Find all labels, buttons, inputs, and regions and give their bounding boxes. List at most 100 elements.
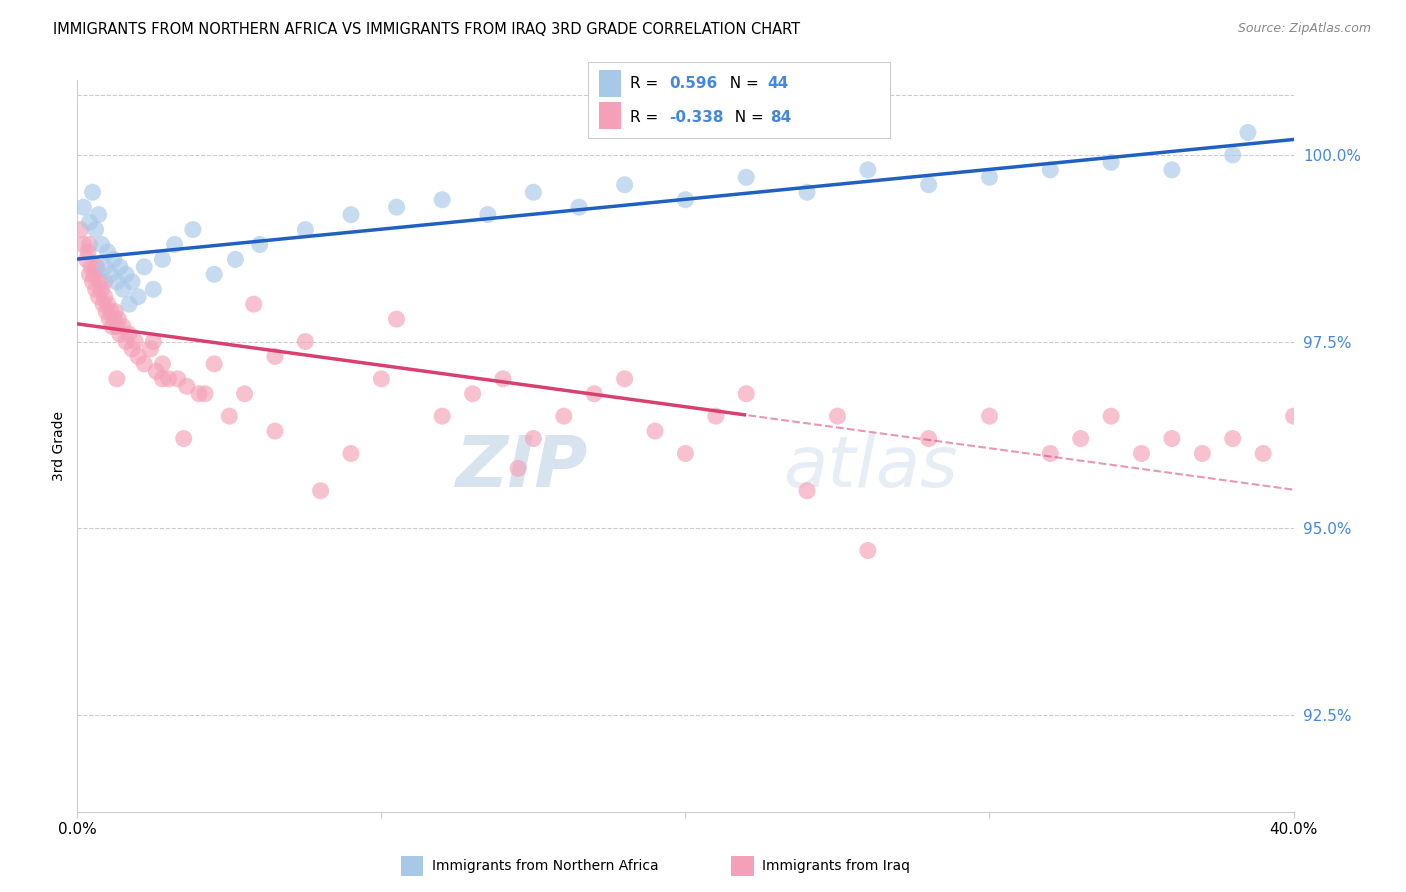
Point bbox=[522, 186, 544, 200]
Point bbox=[127, 290, 149, 304]
Point bbox=[84, 282, 107, 296]
Point bbox=[105, 319, 128, 334]
Point bbox=[1237, 126, 1260, 140]
Point bbox=[385, 312, 408, 326]
Point bbox=[979, 170, 1001, 185]
Point bbox=[79, 237, 101, 252]
Point bbox=[568, 200, 591, 214]
Point bbox=[644, 424, 666, 438]
Point bbox=[181, 222, 204, 236]
Point bbox=[84, 222, 107, 236]
Point bbox=[142, 334, 165, 349]
Text: R =: R = bbox=[630, 76, 664, 91]
Point bbox=[856, 162, 879, 177]
Point bbox=[613, 372, 636, 386]
Point bbox=[370, 372, 392, 386]
Point bbox=[93, 275, 115, 289]
Point bbox=[96, 304, 118, 318]
Point bbox=[704, 409, 727, 424]
Point bbox=[340, 208, 363, 222]
Text: Source: ZipAtlas.com: Source: ZipAtlas.com bbox=[1237, 22, 1371, 36]
Point bbox=[218, 409, 240, 424]
Point bbox=[124, 334, 146, 349]
Point bbox=[93, 290, 115, 304]
Point bbox=[98, 312, 121, 326]
Point bbox=[242, 297, 264, 311]
Point bbox=[72, 200, 94, 214]
Point bbox=[115, 334, 138, 349]
Point bbox=[1222, 432, 1244, 446]
Point bbox=[553, 409, 575, 424]
Point bbox=[89, 275, 111, 289]
Point bbox=[107, 312, 129, 326]
Point bbox=[69, 222, 91, 236]
Point bbox=[176, 379, 198, 393]
Point bbox=[134, 357, 156, 371]
Y-axis label: 3rd Grade: 3rd Grade bbox=[52, 411, 66, 481]
Point bbox=[97, 244, 120, 259]
Point bbox=[856, 543, 879, 558]
Point bbox=[194, 386, 217, 401]
Point bbox=[1130, 446, 1153, 460]
Point bbox=[675, 193, 697, 207]
Point bbox=[1191, 446, 1213, 460]
Point bbox=[111, 319, 134, 334]
Text: N =: N = bbox=[725, 110, 769, 125]
Point bbox=[1039, 162, 1062, 177]
Point bbox=[90, 237, 112, 252]
Text: R =: R = bbox=[630, 110, 664, 125]
Point bbox=[84, 260, 107, 274]
Point bbox=[145, 364, 167, 378]
Point bbox=[86, 260, 108, 274]
Point bbox=[108, 260, 131, 274]
Point bbox=[1282, 409, 1305, 424]
Point bbox=[82, 275, 104, 289]
Point bbox=[101, 319, 124, 334]
Text: Immigrants from Northern Africa: Immigrants from Northern Africa bbox=[432, 859, 658, 873]
Point bbox=[72, 237, 94, 252]
Text: Immigrants from Iraq: Immigrants from Iraq bbox=[762, 859, 910, 873]
Point bbox=[118, 297, 141, 311]
Point bbox=[90, 282, 112, 296]
Point bbox=[103, 252, 125, 267]
Point bbox=[224, 252, 246, 267]
Point bbox=[142, 282, 165, 296]
Point bbox=[97, 297, 120, 311]
Text: 44: 44 bbox=[768, 76, 789, 91]
Point bbox=[121, 342, 143, 356]
Point bbox=[100, 304, 122, 318]
Point bbox=[979, 409, 1001, 424]
Point bbox=[796, 483, 818, 498]
Text: IMMIGRANTS FROM NORTHERN AFRICA VS IMMIGRANTS FROM IRAQ 3RD GRADE CORRELATION CH: IMMIGRANTS FROM NORTHERN AFRICA VS IMMIG… bbox=[53, 22, 800, 37]
Point bbox=[202, 357, 225, 371]
Point bbox=[827, 409, 849, 424]
Point bbox=[1070, 432, 1092, 446]
Point bbox=[735, 386, 758, 401]
Point bbox=[1099, 409, 1122, 424]
Point bbox=[430, 409, 453, 424]
Point bbox=[121, 275, 143, 289]
Point bbox=[134, 260, 156, 274]
Point bbox=[249, 237, 271, 252]
Point bbox=[1251, 446, 1274, 460]
Point bbox=[111, 282, 134, 296]
Point bbox=[613, 178, 636, 192]
Point bbox=[163, 237, 186, 252]
Point bbox=[152, 372, 174, 386]
Point bbox=[1039, 446, 1062, 460]
Point bbox=[103, 312, 125, 326]
Point bbox=[152, 252, 174, 267]
Point bbox=[508, 461, 530, 475]
Point bbox=[79, 268, 101, 282]
Point bbox=[104, 304, 127, 318]
Point bbox=[100, 268, 122, 282]
Point bbox=[87, 290, 110, 304]
Point bbox=[492, 372, 515, 386]
Point bbox=[1161, 432, 1184, 446]
Point bbox=[735, 170, 758, 185]
Text: N =: N = bbox=[720, 76, 763, 91]
Point bbox=[477, 208, 499, 222]
Point bbox=[105, 372, 128, 386]
Point bbox=[173, 432, 195, 446]
Point bbox=[80, 260, 103, 274]
